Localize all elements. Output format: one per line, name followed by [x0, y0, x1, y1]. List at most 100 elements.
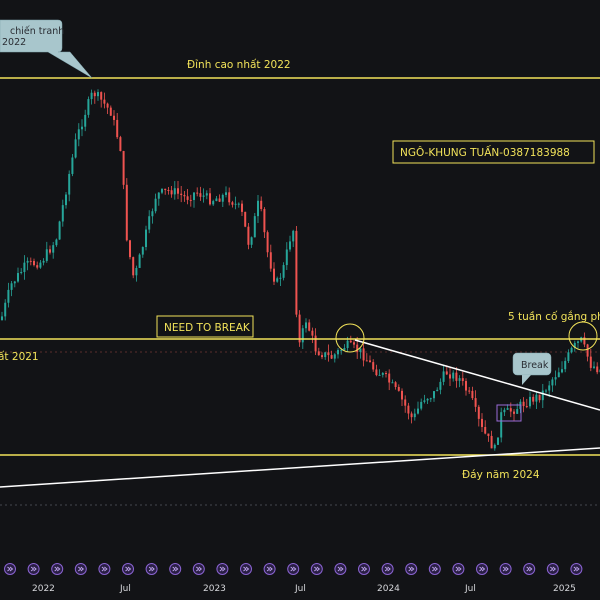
- fast-forward-icon: [526, 566, 533, 572]
- candle-body: [247, 226, 250, 245]
- candle-body: [122, 151, 125, 185]
- candle-body: [90, 92, 93, 100]
- candle-body: [452, 372, 455, 379]
- candle-body: [157, 192, 160, 199]
- candle-body: [487, 433, 490, 436]
- label-five-weeks: 5 tuần cố gắng ph: [508, 310, 600, 323]
- callout-war-2022[interactable]: chiến tranh 2022: [0, 19, 93, 79]
- need-to-break-box[interactable]: NEED TO BREAK: [156, 315, 254, 338]
- fast-forward-icon: [432, 566, 439, 572]
- fast-forward-icon: [479, 566, 486, 572]
- candle-body: [295, 230, 298, 315]
- candle-body: [449, 374, 451, 379]
- candle-body: [113, 115, 115, 120]
- candle-body: [71, 157, 74, 174]
- label-2022-high: Đỉnh cao nhất 2022: [187, 59, 291, 71]
- candle-body: [250, 237, 253, 245]
- candle-body: [538, 394, 541, 401]
- x-tick-label: Jul: [294, 584, 306, 594]
- candle-body: [81, 126, 83, 130]
- candle-body: [145, 229, 147, 248]
- break-highlight-box[interactable]: [496, 404, 522, 422]
- candle-body: [474, 398, 477, 407]
- candle-body: [545, 390, 547, 392]
- candle-body: [378, 374, 381, 376]
- fast-forward-icon: [78, 566, 85, 572]
- fast-forward-icon: [408, 566, 415, 572]
- fast-forward-icon: [125, 566, 132, 572]
- candle-body: [218, 198, 221, 202]
- signature-box[interactable]: NGÔ-KHUNG TUẤN-0387183988: [392, 140, 595, 164]
- candle-body: [209, 193, 211, 205]
- candle-body: [141, 247, 144, 255]
- candle-body: [4, 302, 7, 317]
- candle-body: [420, 401, 423, 409]
- candle-body: [513, 411, 515, 414]
- ascending-trendline[interactable]: [0, 447, 600, 488]
- callout-war-line1: chiến tranh: [10, 26, 64, 37]
- candle-body: [461, 378, 464, 382]
- x-tick-label: Jul: [119, 584, 131, 594]
- candle-body: [551, 379, 554, 386]
- candle-body: [394, 382, 397, 387]
- candle-body: [516, 409, 519, 414]
- candle-body: [199, 193, 202, 197]
- candle-body: [349, 340, 352, 343]
- event-icons-row[interactable]: [4, 563, 583, 575]
- fast-forward-icon: [361, 566, 368, 572]
- fast-forward-icon: [196, 566, 203, 572]
- fast-forward-icon: [314, 566, 321, 572]
- candle-body: [183, 195, 186, 197]
- candle-body: [429, 398, 432, 400]
- candle-body: [401, 390, 403, 400]
- candle-body: [468, 390, 471, 392]
- candle-body: [202, 195, 205, 197]
- circle-marker-right[interactable]: [568, 321, 598, 351]
- descending-trendline[interactable]: [354, 339, 600, 411]
- candle-body: [221, 194, 224, 202]
- candle-body: [77, 129, 80, 140]
- fast-forward-icon: [172, 566, 179, 572]
- candle-body: [346, 340, 349, 348]
- candle-body: [311, 330, 314, 336]
- candle-body: [548, 385, 551, 391]
- fast-forward-icon: [573, 566, 580, 572]
- candle-body: [257, 200, 259, 217]
- candle-body: [106, 103, 109, 108]
- fast-forward-icon: [337, 566, 344, 572]
- candle-body: [61, 205, 64, 222]
- candle-body: [375, 369, 378, 376]
- x-tick-label: Jul: [464, 584, 476, 594]
- candle-body: [426, 398, 429, 401]
- candle-body: [266, 232, 269, 253]
- candle-body: [586, 344, 589, 357]
- candle-body: [23, 262, 26, 273]
- candle-body: [1, 316, 3, 320]
- candle-body: [362, 348, 365, 361]
- label-2021-high: ất 2021: [0, 351, 39, 363]
- fast-forward-icon: [550, 566, 557, 572]
- candle-body: [68, 173, 71, 195]
- candle-body: [138, 254, 141, 268]
- candle-body: [388, 373, 391, 383]
- candle-body: [154, 198, 157, 212]
- candle-body: [554, 377, 557, 380]
- candle-body: [170, 190, 173, 195]
- candle-body: [317, 351, 320, 356]
- candle-body: [237, 203, 240, 205]
- candle-body: [301, 328, 304, 343]
- candle-body: [263, 209, 266, 233]
- x-tick-label: 2022: [32, 584, 55, 594]
- candle-body: [365, 360, 368, 362]
- candle-body: [276, 278, 279, 282]
- fast-forward-icon: [101, 566, 108, 572]
- candle-body: [161, 188, 163, 193]
- candle-body: [404, 399, 407, 406]
- candle-body: [330, 355, 333, 359]
- circle-marker-left[interactable]: [335, 323, 365, 353]
- callout-break[interactable]: Break: [512, 352, 552, 385]
- candle-body: [125, 184, 128, 241]
- candle-body: [359, 348, 362, 352]
